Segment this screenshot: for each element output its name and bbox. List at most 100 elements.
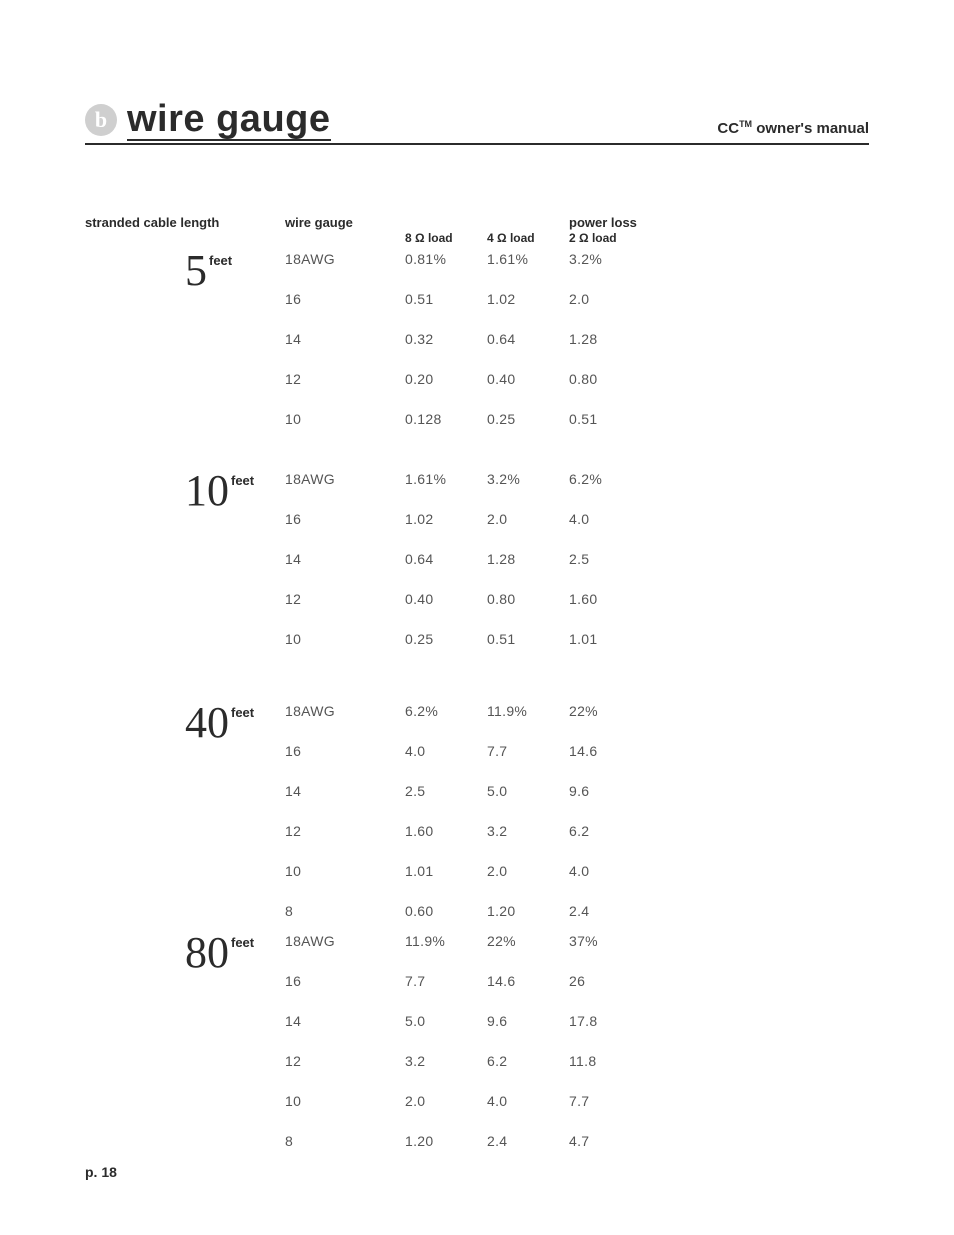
cell-2ohm: 2.4 — [569, 903, 651, 919]
cell-4ohm: 0.25 — [487, 411, 569, 427]
cell-8ohm: 0.40 — [405, 591, 487, 607]
cell-gauge: 16 — [285, 973, 405, 989]
table-row: 18AWG1.61%3.2%6.2% — [285, 469, 869, 499]
header: b wire gauge CCTM owner's manual — [85, 100, 869, 145]
table-row: 161.022.04.0 — [285, 499, 869, 539]
cell-2ohm: 2.5 — [569, 551, 651, 567]
cell-gauge: 16 — [285, 291, 405, 307]
cell-8ohm: 1.61% — [405, 471, 487, 487]
cell-gauge: 18AWG — [285, 703, 405, 719]
cell-2ohm: 6.2% — [569, 471, 651, 487]
cell-2ohm: 14.6 — [569, 743, 651, 759]
cell-4ohm: 4.0 — [487, 1093, 569, 1109]
column-headers: stranded cable length wire gauge power l… — [85, 215, 869, 249]
cell-gauge: 8 — [285, 1133, 405, 1149]
table-row: 101.012.04.0 — [285, 851, 869, 891]
cell-gauge: 12 — [285, 1053, 405, 1069]
cell-8ohm: 1.60 — [405, 823, 487, 839]
section-gap — [85, 659, 869, 701]
cell-2ohm: 37% — [569, 933, 651, 949]
cell-8ohm: 2.0 — [405, 1093, 487, 1109]
cell-2ohm: 17.8 — [569, 1013, 651, 1029]
cell-4ohm: 3.2 — [487, 823, 569, 839]
cell-4ohm: 1.02 — [487, 291, 569, 307]
cell-4ohm: 7.7 — [487, 743, 569, 759]
table-row: 18AWG11.9%22%37% — [285, 931, 869, 961]
cell-4ohm: 1.20 — [487, 903, 569, 919]
table-row: 102.04.07.7 — [285, 1081, 869, 1121]
page-title: wire gauge — [127, 100, 331, 141]
cell-2ohm: 2.0 — [569, 291, 651, 307]
length-value: 80 — [185, 931, 229, 975]
cell-2ohm: 11.8 — [569, 1053, 651, 1069]
cell-8ohm: 1.01 — [405, 863, 487, 879]
length-unit: feet — [209, 253, 232, 268]
cell-2ohm: 4.7 — [569, 1133, 651, 1149]
cell-2ohm: 1.01 — [569, 631, 651, 647]
cell-gauge: 18AWG — [285, 933, 405, 949]
cell-8ohm: 0.25 — [405, 631, 487, 647]
length-value: 40 — [185, 701, 229, 745]
table-body: 5feet18AWG0.81%1.61%3.2%160.511.022.0140… — [85, 249, 869, 1161]
cell-4ohm: 11.9% — [487, 703, 569, 719]
cell-gauge: 10 — [285, 411, 405, 427]
length-unit: feet — [231, 705, 254, 720]
cell-2ohm: 1.60 — [569, 591, 651, 607]
cell-8ohm: 1.02 — [405, 511, 487, 527]
cell-gauge: 14 — [285, 783, 405, 799]
length-cell: 80feet — [85, 931, 285, 975]
cell-4ohm: 1.28 — [487, 551, 569, 567]
cell-gauge: 12 — [285, 823, 405, 839]
length-section: 40feet18AWG6.2%11.9%22%164.07.714.6142.5… — [85, 701, 869, 931]
cell-8ohm: 7.7 — [405, 973, 487, 989]
cell-2ohm: 6.2 — [569, 823, 651, 839]
wire-gauge-table: stranded cable length wire gauge power l… — [85, 215, 869, 1161]
cell-8ohm: 11.9% — [405, 933, 487, 949]
cell-8ohm: 0.64 — [405, 551, 487, 567]
cell-2ohm: 22% — [569, 703, 651, 719]
cell-8ohm: 0.60 — [405, 903, 487, 919]
cell-4ohm: 0.40 — [487, 371, 569, 387]
cell-4ohm: 22% — [487, 933, 569, 949]
cell-gauge: 12 — [285, 371, 405, 387]
table-row: 145.09.617.8 — [285, 1001, 869, 1041]
cell-4ohm: 0.64 — [487, 331, 569, 347]
cell-gauge: 10 — [285, 1093, 405, 1109]
table-row: 140.641.282.5 — [285, 539, 869, 579]
table-row: 120.400.801.60 — [285, 579, 869, 619]
manual-label: CCTM owner's manual — [717, 119, 869, 137]
cell-4ohm: 1.61% — [487, 251, 569, 267]
header-4ohm: 4 Ω load — [487, 231, 535, 245]
cell-8ohm: 0.32 — [405, 331, 487, 347]
length-value: 5 — [185, 249, 207, 293]
cell-gauge: 16 — [285, 743, 405, 759]
cell-2ohm: 9.6 — [569, 783, 651, 799]
cell-4ohm: 2.0 — [487, 863, 569, 879]
table-row: 123.26.211.8 — [285, 1041, 869, 1081]
cell-4ohm: 0.51 — [487, 631, 569, 647]
cell-2ohm: 7.7 — [569, 1093, 651, 1109]
cell-4ohm: 2.4 — [487, 1133, 569, 1149]
rows: 18AWG11.9%22%37%167.714.626145.09.617.81… — [285, 931, 869, 1161]
table-row: 160.511.022.0 — [285, 279, 869, 319]
cell-8ohm: 5.0 — [405, 1013, 487, 1029]
length-cell: 40feet — [85, 701, 285, 745]
cell-gauge: 12 — [285, 591, 405, 607]
cell-gauge: 8 — [285, 903, 405, 919]
cell-8ohm: 4.0 — [405, 743, 487, 759]
length-cell: 5feet — [85, 249, 285, 293]
table-row: 100.1280.250.51 — [285, 399, 869, 439]
header-left: b wire gauge — [85, 100, 331, 141]
cell-gauge: 18AWG — [285, 471, 405, 487]
table-row: 142.55.09.6 — [285, 771, 869, 811]
cell-gauge: 14 — [285, 551, 405, 567]
table-row: 80.601.202.4 — [285, 891, 869, 931]
rows: 18AWG0.81%1.61%3.2%160.511.022.0140.320.… — [285, 249, 869, 439]
section-letter-icon: b — [85, 104, 117, 136]
header-8ohm: 8 Ω load — [405, 231, 453, 245]
cell-4ohm: 5.0 — [487, 783, 569, 799]
cell-4ohm: 2.0 — [487, 511, 569, 527]
cell-gauge: 10 — [285, 631, 405, 647]
cell-8ohm: 2.5 — [405, 783, 487, 799]
header-2ohm: 2 Ω load — [569, 231, 617, 245]
